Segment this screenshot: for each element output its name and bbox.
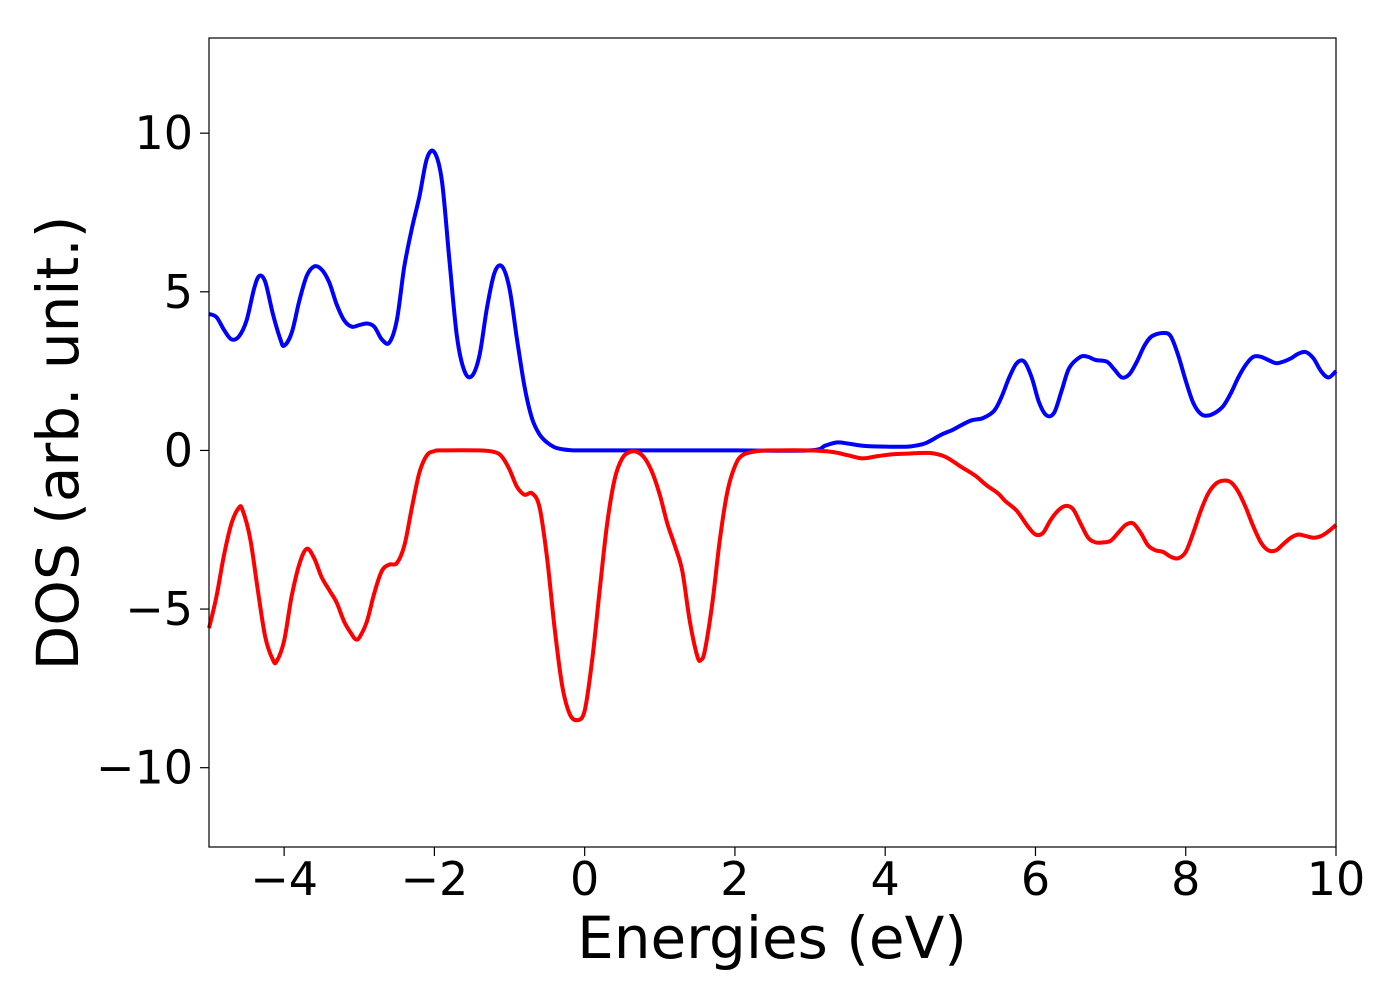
y-tick-label: −10 — [96, 741, 193, 795]
x-tick-label: 6 — [1021, 852, 1050, 906]
y-tick-label: 10 — [134, 106, 193, 160]
series-layer — [207, 148, 1338, 723]
series-line-0 — [208, 148, 1338, 453]
plot-frame — [208, 37, 1337, 848]
x-tick-label: 2 — [720, 852, 749, 906]
x-tick-label: 10 — [1307, 852, 1366, 906]
y-axis-title: DOS (arb. unit.) — [24, 216, 92, 671]
y-tick-label: 5 — [164, 265, 193, 319]
y-tick-label: −5 — [125, 582, 193, 636]
series-line-1 — [207, 448, 1338, 723]
x-tick-label: 0 — [570, 852, 599, 906]
x-tick-label: −2 — [400, 852, 468, 906]
x-tick-label: 8 — [1171, 852, 1200, 906]
x-tick-label: −4 — [250, 852, 318, 906]
y-axis-ticks: −10 −5 0 5 10 — [96, 106, 209, 795]
x-axis-title: Energies (eV) — [577, 904, 967, 972]
y-tick-label: 0 — [164, 423, 193, 477]
x-axis-ticks: −4 −2 0 2 4 6 8 10 — [250, 847, 1365, 906]
x-tick-label: 4 — [871, 852, 900, 906]
